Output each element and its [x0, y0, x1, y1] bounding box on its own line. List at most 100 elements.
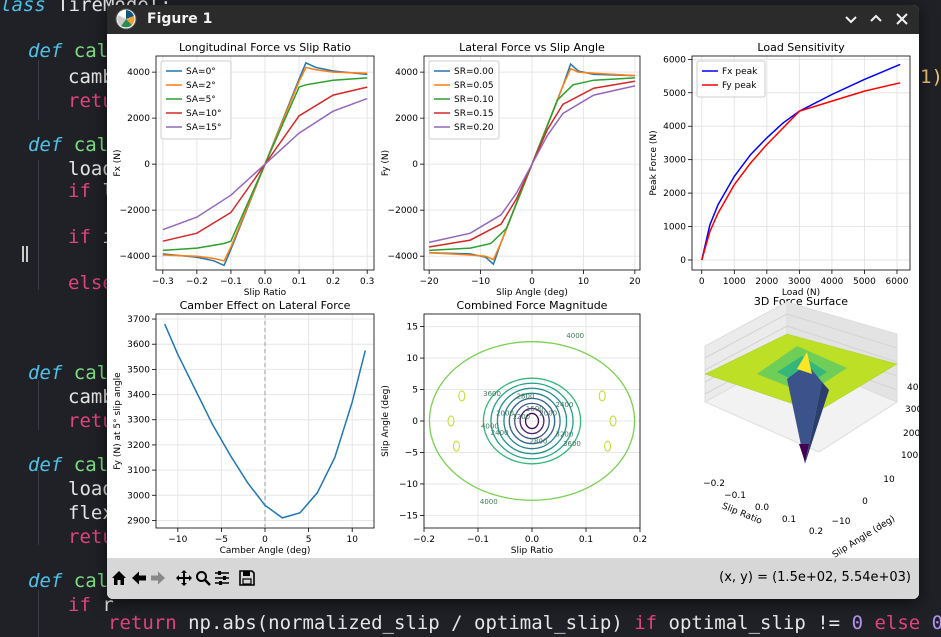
legend-entry: SA=0°: [186, 67, 216, 77]
series-line-4: [428, 85, 636, 244]
chart-1: −20 −10 0 10 20 −4000 −2000 0 2000 4000 Lateral Fo…: [381, 41, 641, 298]
save-figure-icon[interactable]: [239, 570, 255, 586]
cursor-coordinates: (x, y) = (1.5e+02, 5.54e+03): [719, 570, 911, 585]
pan-icon[interactable]: [176, 570, 192, 586]
legend-entry: SA=5°: [186, 95, 216, 105]
code-line: def calc: [28, 134, 120, 156]
y-tick-label: 4000: [127, 68, 150, 78]
contour-line-8: [428, 341, 636, 501]
back-arrow-icon[interactable]: [131, 570, 147, 586]
window-titlebar[interactable]: Figure 1: [107, 5, 919, 34]
code-token: def: [28, 570, 74, 592]
close-icon[interactable]: [892, 9, 912, 29]
contour-line-3: [508, 397, 556, 445]
x-tick-label: 0.2: [809, 527, 823, 537]
forward-arrow-icon[interactable]: [150, 570, 166, 586]
y-tick-label: 3600: [127, 340, 150, 350]
contour-level-label: 3200: [555, 431, 573, 439]
maximize-chevron-icon[interactable]: [866, 9, 886, 29]
legend: SR=0.00 SR=0.05 SR=0.10 SR=0.15 SR=0.20: [428, 60, 500, 140]
code-line: retu: [68, 526, 114, 548]
code-line: return np.abs(normalized_slip / optimal_…: [108, 612, 941, 634]
contour-level-label: 2400: [491, 429, 509, 437]
contour-islet: [598, 390, 606, 402]
y-tick-label: 15: [407, 323, 418, 333]
x-tick-label: 6000: [886, 277, 909, 287]
x-tick-label: 0.1: [579, 535, 593, 545]
code-token: if: [634, 612, 669, 634]
z-tick-label: 100: [901, 451, 918, 461]
surface-pit-bottom: [799, 444, 809, 462]
x-tick-label: −0.1: [220, 277, 242, 287]
x-tick-label: 0.0: [755, 503, 770, 513]
x-axis-label: Load (N): [782, 288, 820, 298]
figure-canvas[interactable]: −0.3 −0.2 −0.1 0.0 0.1 0.2 0.3−4000−2000020004…: [107, 34, 919, 558]
x-tick-label: −5: [215, 535, 228, 545]
legend-frame: [696, 60, 766, 98]
configure-subplots-icon[interactable]: [214, 570, 230, 586]
x-tick-label: −10: [471, 277, 490, 287]
y-tick-label: 2000: [395, 114, 418, 124]
legend-entry: SA=10°: [186, 109, 222, 119]
code-line: load: [68, 478, 114, 500]
code-line: retu: [68, 410, 114, 432]
pane-grid: [704, 325, 788, 371]
code-token: def: [28, 362, 74, 384]
surface-pit-right: [805, 382, 829, 464]
code-token: 0: [851, 612, 875, 634]
y-tick-label: 2000: [663, 189, 686, 199]
x-tick-label: −20: [420, 277, 439, 287]
code-paren: 1): [920, 66, 941, 88]
code-token: retu: [68, 526, 114, 548]
x-tick-label: 5000: [853, 277, 876, 287]
axes-frame: [691, 55, 911, 271]
legend-entry: SR=0.15: [454, 109, 494, 119]
contour-level-label: 2400: [555, 401, 573, 409]
code-token: 0: [931, 612, 941, 634]
chart-5: 3D Force Surface −0.2 −0.1 0.0 0.1 0.2 −10 0 10 1…: [703, 295, 919, 558]
y-tick-label: 2900: [127, 516, 150, 526]
code-line: retu: [68, 90, 114, 112]
x-axis-label: Slip Ratio: [244, 288, 287, 298]
code-token: def: [28, 40, 74, 62]
x-tick-label: 0.2: [633, 535, 647, 545]
code-token: np.abs(normalized_slip / optimal_slip): [188, 612, 635, 634]
y-tick-label: 10: [883, 475, 895, 485]
y-tick-label: 3200: [127, 441, 150, 451]
text-cursor-icon: [22, 246, 28, 262]
code-line: flex: [68, 502, 114, 524]
axes-frame: [155, 55, 375, 271]
z-tick-label: 200: [903, 429, 919, 439]
legend-entry: SR=0.10: [454, 95, 494, 105]
chart-title: Longitudinal Force vs Slip Ratio: [179, 41, 351, 54]
code-token: r: [102, 594, 114, 616]
series-line-4: [162, 97, 368, 231]
x-tick-label: −0.2: [703, 479, 725, 489]
indent-guide: [38, 380, 39, 430]
y-tick-label: −10: [399, 480, 418, 490]
code-line: load: [68, 158, 114, 180]
x-tick-label: −10: [168, 535, 187, 545]
contour-line-7: [482, 377, 582, 465]
y-tick-label: 0: [144, 160, 150, 170]
y-tick-label: 0: [412, 160, 418, 170]
pane-grid: [786, 313, 898, 349]
surface-pit-left: [787, 364, 822, 464]
chart-2: 0 1000 2000 3000 4000 5000 6000 0 1000 2000 3000 40…: [649, 41, 911, 298]
x-axis-label: Slip Angle (deg): [496, 288, 568, 298]
y-tick-label: 5000: [663, 89, 686, 99]
contour-islet: [458, 390, 466, 402]
pane-grid: [704, 313, 788, 359]
y-tick-label: −15: [399, 511, 418, 521]
code-line: if r: [68, 594, 114, 616]
minimize-chevron-icon[interactable]: [841, 9, 861, 29]
code-line: def calc: [28, 454, 120, 476]
home-icon[interactable]: [111, 570, 127, 586]
y-tick-label: 4000: [663, 122, 686, 132]
code-token: camb: [68, 386, 114, 408]
x-tick-label: 0.1: [782, 515, 796, 525]
x-tick-label: −0.1: [724, 491, 746, 501]
y-tick-label: 2000: [127, 114, 150, 124]
code-token: flex: [68, 502, 114, 524]
zoom-icon[interactable]: [195, 570, 211, 586]
